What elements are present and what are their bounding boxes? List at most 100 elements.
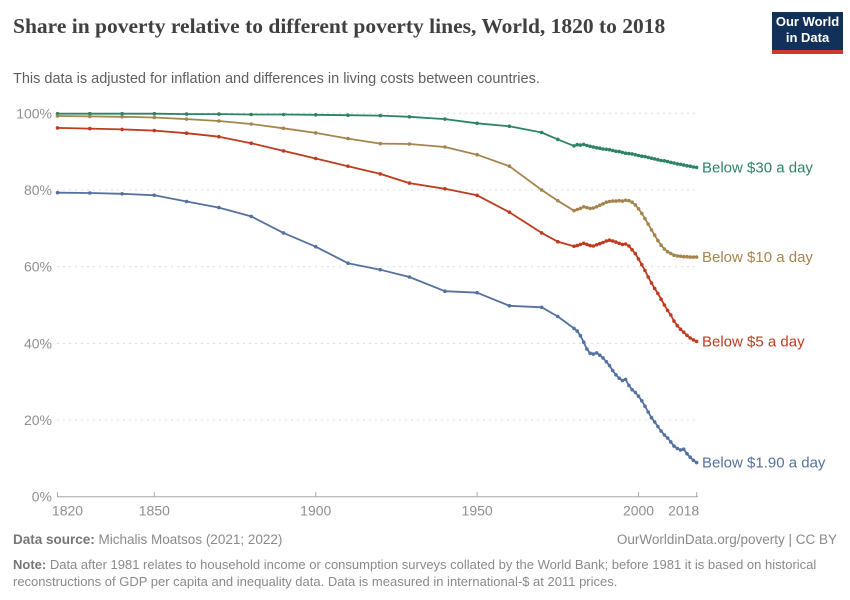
series-point-below-10-a-day-1995 [620,199,625,203]
y-tick-label-80: 80% [24,182,52,198]
series-point-below-10-a-day-1870 [217,119,221,123]
series-point-below-30-a-day-1987 [594,146,599,150]
series-point-below-5-a-day-1920 [378,172,383,176]
series-point-below-10-a-day-1950 [475,152,479,157]
series-point-below-1-90-a-day-1880 [249,214,253,219]
series-point-below-5-a-day-1991 [607,238,612,242]
series-point-below-1-90-a-day-1989 [601,356,605,360]
series-point-below-5-a-day-2007 [659,297,663,301]
series-point-below-10-a-day-2014 [681,254,686,259]
series-point-below-1-90-a-day-2006 [656,424,660,429]
series-point-below-5-a-day-2011 [672,319,676,323]
y-tick-label-20: 20% [24,412,52,428]
series-point-below-30-a-day-1992 [610,148,615,153]
series-point-below-30-a-day-1900 [313,113,318,117]
series-point-below-30-a-day-1980 [572,144,576,148]
series-point-below-1-90-a-day-1860 [184,199,189,204]
series-point-below-30-a-day-2003 [646,155,650,160]
series-point-below-1-90-a-day-1970 [539,305,544,310]
series-point-below-30-a-day-1985 [588,144,592,149]
series-point-below-5-a-day-1998 [630,248,634,252]
series-point-below-10-a-day-1986 [591,206,596,210]
series-point-below-1-90-a-day-1820 [55,190,60,195]
series-point-below-30-a-day-1988 [598,146,602,150]
series-point-below-30-a-day-2011 [672,161,676,165]
series-point-below-1-90-a-day-2010 [669,440,673,444]
series-point-below-1-90-a-day-1910 [346,261,350,265]
series-point-below-1-90-a-day-2005 [652,420,657,424]
series-point-below-10-a-day-2012 [675,254,680,258]
series-point-below-10-a-day-1990 [604,200,609,204]
series-point-below-5-a-day-1910 [346,164,350,168]
series-point-below-5-a-day-1950 [475,193,479,198]
series-point-below-5-a-day-1980 [572,244,576,249]
attribution-link[interactable]: OurWorldinData.org/poverty | CC BY [616,532,837,547]
series-point-below-5-a-day-1995 [620,242,625,247]
series-point-below-30-a-day-1960 [507,124,512,129]
series-point-below-5-a-day-2006 [656,291,660,296]
series-point-below-10-a-day-1984 [585,205,589,210]
series-point-below-5-a-day-1820 [55,126,60,130]
series-point-below-1-90-a-day-2011 [672,444,676,448]
series-point-below-5-a-day-1992 [610,239,615,243]
series-point-below-30-a-day-1997 [627,151,631,156]
series-point-below-5-a-day-1975 [556,239,560,244]
series-point-below-30-a-day-2002 [643,154,647,159]
series-point-below-1-90-a-day-1982 [578,333,583,338]
series-point-below-30-a-day-1993 [614,149,618,154]
series-point-below-1-90-a-day-1992 [610,368,615,373]
series-point-below-5-a-day-2002 [643,268,647,273]
series-point-below-5-a-day-2005 [652,286,657,291]
series-point-below-30-a-day-1983 [581,142,586,147]
series-point-below-5-a-day-2013 [678,327,683,331]
page-title: Share in poverty relative to different p… [13,14,666,38]
series-point-below-1-90-a-day-1996 [623,377,628,382]
series-point-below-5-a-day-1982 [578,242,583,247]
series-point-below-1-90-a-day-2000 [636,394,641,399]
series-point-below-5-a-day-1960 [507,210,512,214]
series-point-below-5-a-day-2010 [669,313,673,317]
y-tick-label-60: 60% [24,259,52,275]
series-point-below-30-a-day-2017 [691,165,696,169]
series-point-below-5-a-day-1985 [588,243,592,248]
series-point-below-10-a-day-1982 [578,206,583,211]
series-point-below-1-90-a-day-1980 [572,326,576,331]
footnote-label: Note: [13,557,47,572]
series-point-below-5-a-day-2001 [640,262,644,267]
series-point-below-10-a-day-1993 [614,199,618,203]
series-point-below-10-a-day-1929 [407,142,412,146]
series-point-below-10-a-day-2005 [652,233,657,237]
series-point-below-5-a-day-1987 [594,243,599,247]
series-point-below-30-a-day-1860 [184,112,189,116]
series-point-below-1-90-a-day-1981 [575,329,579,333]
series-point-below-30-a-day-1910 [346,113,350,117]
series-point-below-5-a-day-2016 [688,336,692,340]
y-tick-label-0: 0% [32,489,52,505]
series-point-below-30-a-day-1890 [281,112,286,117]
data-source: Data source: Michalis Moatsos (2021; 202… [13,532,282,547]
owid-logo[interactable]: Our World in Data [772,12,843,54]
series-point-below-10-a-day-2008 [662,247,667,251]
series-point-below-10-a-day-2013 [678,254,683,259]
series-point-below-1-90-a-day-2016 [688,455,692,460]
series-point-below-1-90-a-day-1920 [378,267,383,272]
series-point-below-1-90-a-day-1986 [591,352,596,356]
series-point-below-5-a-day-1981 [575,243,579,248]
series-point-below-30-a-day-1995 [620,150,625,155]
chart-footer: Data source: Michalis Moatsos (2021; 202… [13,532,837,547]
series-point-below-30-a-day-1850 [152,111,157,116]
series-point-below-10-a-day-1985 [588,206,592,211]
series-point-below-30-a-day-1929 [407,115,412,119]
series-point-below-30-a-day-2014 [681,163,686,167]
series-point-below-1-90-a-day-1991 [607,363,612,368]
series-point-below-10-a-day-2018 [694,255,699,259]
series-point-below-1-90-a-day-1830 [88,191,92,195]
series-point-below-30-a-day-2009 [665,159,670,164]
x-tick-label-2000: 2000 [623,503,654,519]
series-point-below-10-a-day-1960 [507,164,512,168]
series-point-below-5-a-day-1999 [633,251,638,256]
series-point-below-10-a-day-2002 [643,216,647,221]
series-point-below-30-a-day-2000 [636,153,641,158]
series-point-below-10-a-day-1975 [556,198,560,203]
series-point-below-5-a-day-1989 [601,240,605,245]
